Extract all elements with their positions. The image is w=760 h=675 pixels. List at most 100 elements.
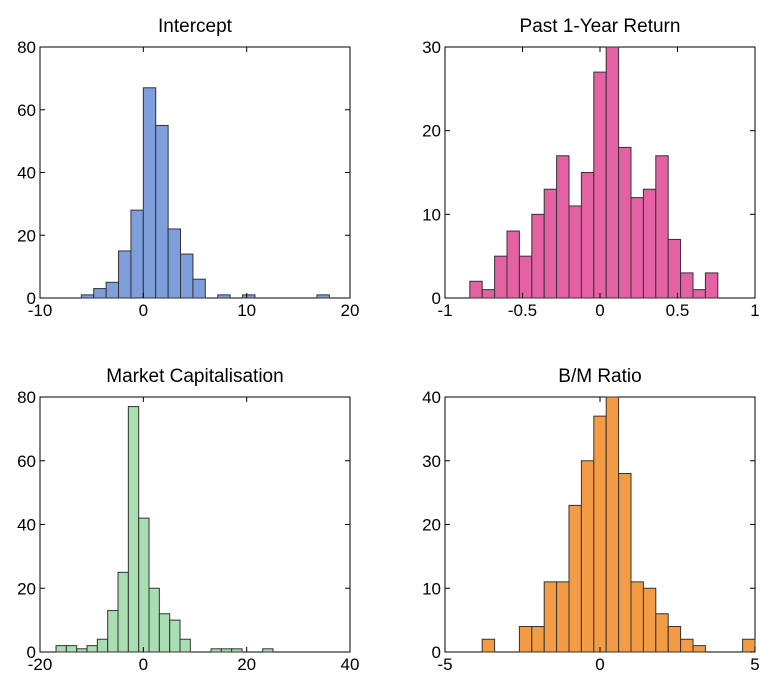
bm-ratio-bar — [580, 460, 595, 653]
bm-ratio-bar — [742, 638, 756, 653]
bm-ratio-bar — [655, 613, 669, 653]
bm-ratio-y-tick-label: 10 — [422, 579, 441, 598]
past-return-bar — [469, 280, 483, 299]
market-cap-x-tick-label: 20 — [237, 655, 256, 674]
bm-ratio-x-tick-label: 5 — [750, 655, 759, 674]
bm-ratio-title: B/M Ratio — [558, 366, 641, 387]
intercept-bar — [217, 294, 231, 299]
past-return-y-tick-label: 20 — [422, 122, 441, 141]
intercept-bar — [167, 228, 182, 299]
market-cap-bar — [220, 648, 233, 653]
bm-ratio-bar — [531, 626, 545, 653]
past-return-bar — [481, 289, 496, 299]
past-return-bar — [605, 46, 620, 299]
bm-ratio-y-tick-label: 30 — [422, 452, 441, 471]
past-return-bar — [593, 71, 607, 299]
intercept-plot-frame — [39, 46, 351, 299]
intercept-y-tick-label: 60 — [17, 101, 36, 120]
market-cap-bar — [179, 638, 191, 653]
past-return-y-tick-label: 10 — [422, 205, 441, 224]
bm-ratio-bar — [543, 581, 558, 653]
past-return-bar — [506, 230, 520, 299]
bm-ratio-bar — [568, 504, 582, 653]
market-cap-title: Market Capitalisation — [106, 366, 283, 387]
market-cap-bar — [65, 645, 78, 653]
past-return-bar — [618, 146, 632, 299]
past-return-title: Past 1-Year Return — [520, 16, 681, 37]
market-cap-y-tick-label: 0 — [27, 643, 36, 662]
intercept-y-tick-label: 0 — [27, 289, 36, 308]
intercept-x-tick-label: 0 — [139, 301, 148, 320]
past-return-bar — [655, 155, 669, 299]
bm-ratio-y-tick-label: 0 — [432, 643, 441, 662]
market-cap-bar — [262, 648, 274, 653]
intercept-bar — [105, 281, 120, 299]
bm-ratio-y-tick-label: 20 — [422, 516, 441, 535]
market-cap-x-tick-label: -20 — [28, 655, 53, 674]
market-cap-bar — [55, 645, 67, 653]
bm-ratio-x-tick-label: 0 — [595, 655, 604, 674]
bm-ratio-bar — [692, 645, 706, 653]
past-return-bar — [543, 188, 558, 299]
intercept-y-tick-label: 40 — [17, 164, 36, 183]
market-cap-bar — [210, 648, 222, 653]
bm-ratio-y-tick-label: 40 — [422, 388, 441, 407]
market-cap-bar — [117, 571, 129, 653]
market-cap-x-tick-label: 0 — [139, 655, 148, 674]
bm-ratio-bar — [680, 638, 694, 653]
market-cap-bar — [107, 610, 119, 653]
past-return-x-tick-label: -0.5 — [508, 301, 537, 320]
past-return-x-tick-label: -1 — [437, 301, 452, 320]
market-cap-y-tick-label: 20 — [17, 579, 36, 598]
intercept-bar — [192, 278, 206, 299]
market-cap-y-tick-label: 80 — [17, 388, 36, 407]
past-return-bar — [692, 289, 706, 299]
past-return-y-tick-label: 0 — [432, 289, 441, 308]
past-return-bar — [580, 172, 595, 299]
intercept-bar — [80, 294, 95, 299]
intercept-bar — [155, 124, 169, 299]
bm-ratio-bar — [556, 581, 570, 653]
market-cap-bar — [231, 648, 243, 653]
bm-ratio-bar — [481, 638, 496, 653]
bm-ratio-bar — [667, 626, 682, 653]
intercept-title: Intercept — [158, 16, 233, 37]
past-return-bar — [568, 205, 582, 299]
market-cap-bar — [138, 517, 150, 653]
market-cap-bar — [148, 587, 160, 653]
market-cap-bar — [127, 406, 140, 653]
market-cap-bar — [96, 638, 109, 653]
market-cap-plot-frame — [39, 396, 351, 653]
intercept-y-tick-label: 80 — [17, 38, 36, 57]
bm-ratio-bar — [605, 396, 620, 653]
past-return-bar — [494, 255, 508, 299]
bm-ratio-bar — [630, 581, 644, 653]
past-return-x-tick-label: 0.5 — [666, 301, 690, 320]
past-return-x-tick-label: 1 — [750, 301, 759, 320]
bm-ratio-x-tick-label: -5 — [437, 655, 452, 674]
intercept-x-tick-label: 10 — [237, 301, 256, 320]
bm-ratio-bar — [593, 415, 607, 653]
market-cap-y-tick-label: 40 — [17, 516, 36, 535]
intercept-bar — [118, 250, 132, 299]
past-return-y-tick-label: 30 — [422, 38, 441, 57]
intercept-bar — [180, 253, 194, 299]
bm-ratio-bar — [618, 473, 632, 653]
past-return-bar — [667, 238, 682, 299]
past-return-bar — [642, 188, 657, 299]
past-return-bar — [704, 272, 719, 299]
market-cap-bar — [158, 613, 171, 653]
past-return-bar — [630, 197, 644, 299]
bm-ratio-bar — [642, 587, 657, 653]
past-return-bar — [680, 272, 694, 299]
intercept-bar — [93, 288, 107, 299]
intercept-bar — [242, 294, 256, 299]
market-cap-x-tick-label: 40 — [341, 655, 360, 674]
bm-ratio-bar — [518, 626, 533, 653]
market-cap-bar — [86, 645, 98, 653]
